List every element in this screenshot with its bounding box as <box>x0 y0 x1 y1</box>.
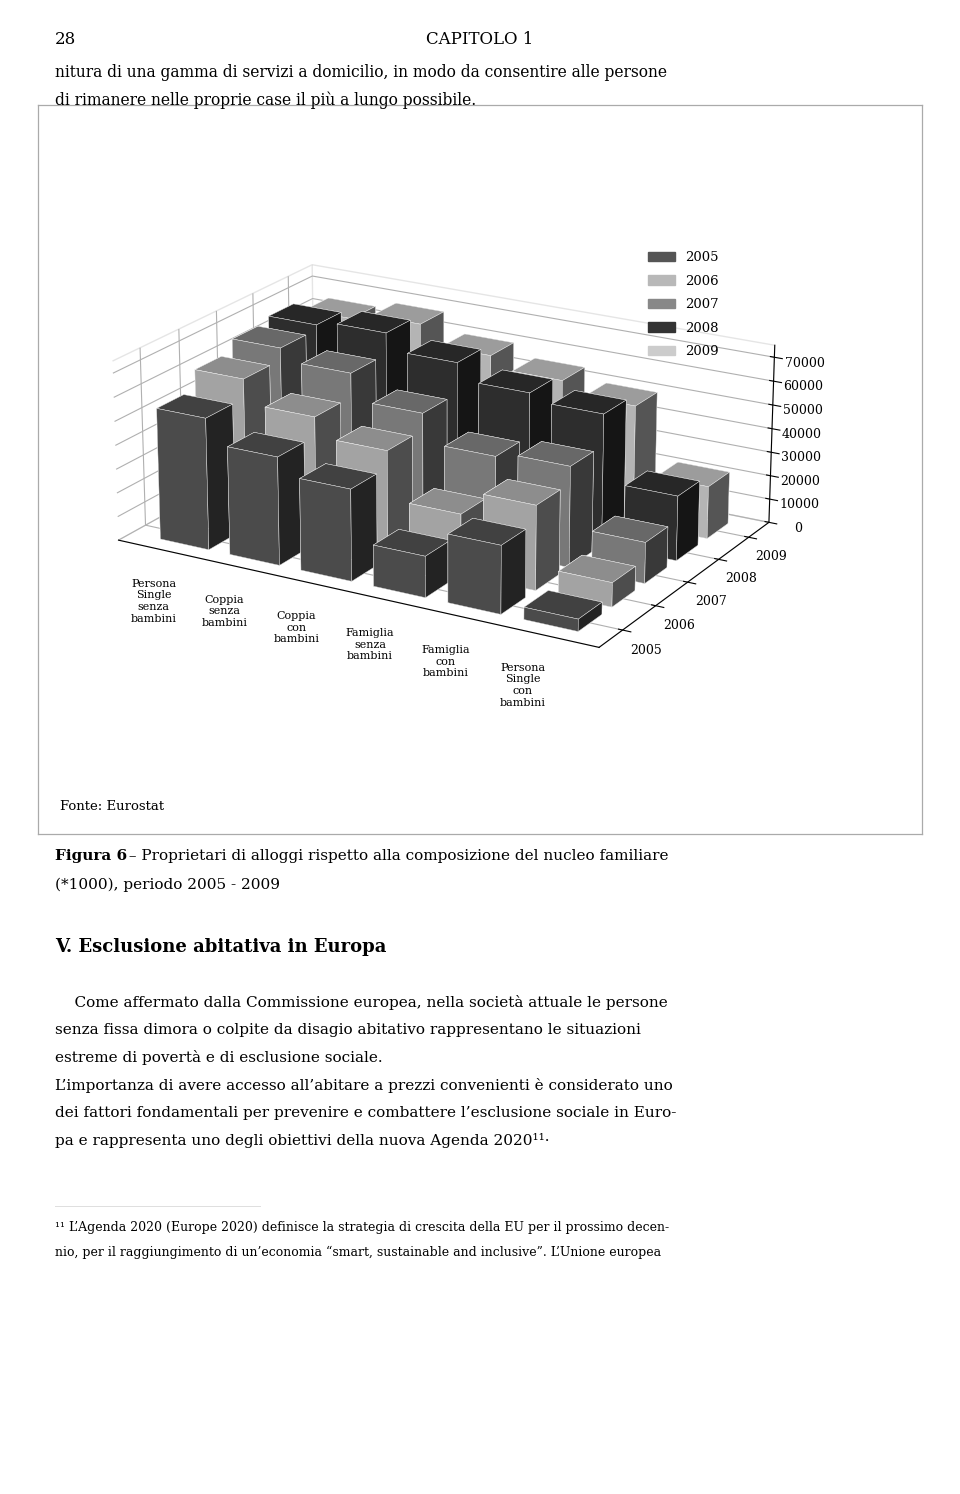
Text: 28: 28 <box>55 31 76 48</box>
Text: – Proprietari di alloggi rispetto alla composizione del nucleo familiare: – Proprietari di alloggi rispetto alla c… <box>124 849 668 862</box>
Text: senza fissa dimora o colpite da disagio abitativo rappresentano le situazioni: senza fissa dimora o colpite da disagio … <box>55 1022 640 1037</box>
Legend: 2005, 2006, 2007, 2008, 2009: 2005, 2006, 2007, 2008, 2009 <box>643 247 724 363</box>
Text: L’importanza di avere accesso all’abitare a prezzi convenienti è considerato uno: L’importanza di avere accesso all’abitar… <box>55 1079 672 1094</box>
Text: (*1000), periodo 2005 - 2009: (*1000), periodo 2005 - 2009 <box>55 878 279 892</box>
Text: V. Esclusione abitativa in Europa: V. Esclusione abitativa in Europa <box>55 938 386 956</box>
Text: dei fattori fondamentali per prevenire e combattere l’esclusione sociale in Euro: dei fattori fondamentali per prevenire e… <box>55 1106 676 1119</box>
Text: nitura di una gamma di servizi a domicilio, in modo da consentire alle persone: nitura di una gamma di servizi a domicil… <box>55 64 666 81</box>
Text: di rimanere nelle proprie case il più a lungo possibile.: di rimanere nelle proprie case il più a … <box>55 91 476 109</box>
Text: Come affermato dalla Commissione europea, nella società attuale le persone: Come affermato dalla Commissione europea… <box>55 995 667 1010</box>
Text: ¹¹ L’Agenda 2020 (Europe 2020) definisce la strategia di crescita della EU per i: ¹¹ L’Agenda 2020 (Europe 2020) definisce… <box>55 1221 669 1234</box>
Text: nio, per il raggiungimento di un’economia “smart, sustainable and inclusive”. L’: nio, per il raggiungimento di un’economi… <box>55 1246 660 1259</box>
Text: pa e rappresenta uno degli obiettivi della nuova Agenda 2020¹¹·: pa e rappresenta uno degli obiettivi del… <box>55 1132 549 1149</box>
Text: Figura 6: Figura 6 <box>55 849 127 862</box>
Text: CAPITOLO 1: CAPITOLO 1 <box>426 31 534 48</box>
Text: estreme di povertà e di esclusione sociale.: estreme di povertà e di esclusione socia… <box>55 1050 382 1065</box>
Text: Fonte: Eurostat: Fonte: Eurostat <box>60 799 163 813</box>
